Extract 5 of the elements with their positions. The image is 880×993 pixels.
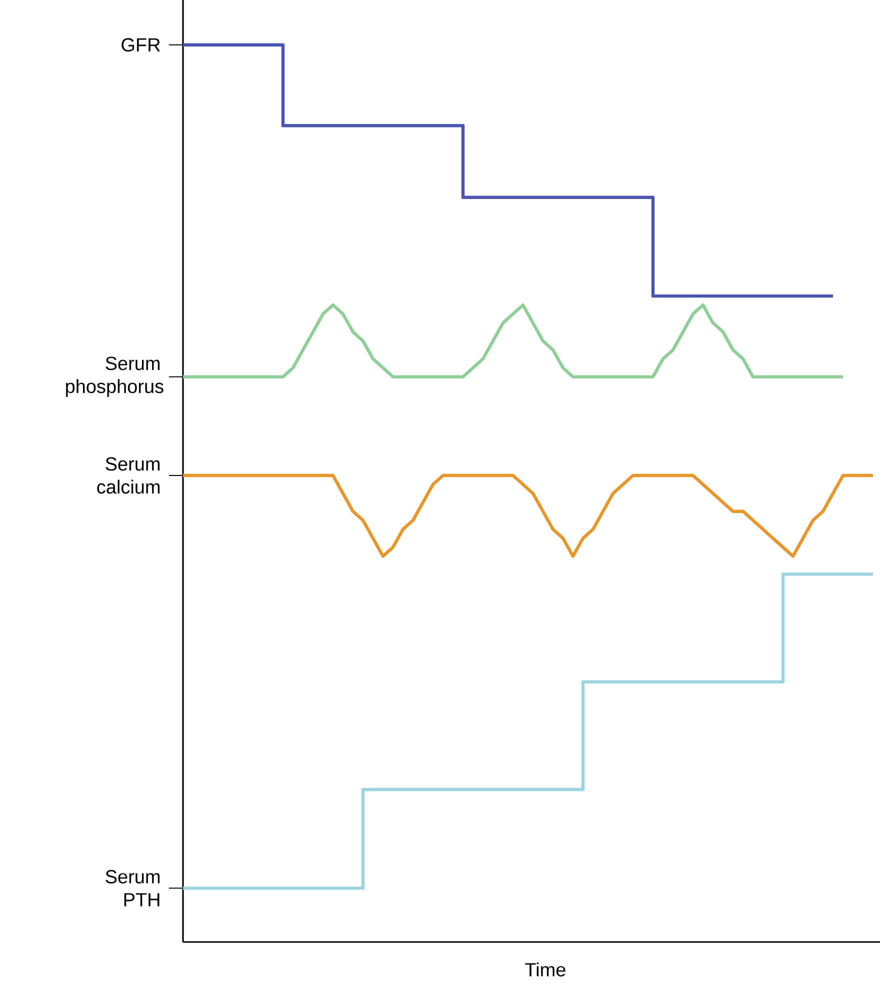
x-axis-title: Time [525, 962, 566, 976]
series-label: Serum phosphorus [66, 356, 164, 397]
series-label: Serum calcium [97, 457, 160, 494]
series-label: GFR [122, 38, 160, 52]
series-label: Serum PTH [106, 870, 160, 906]
